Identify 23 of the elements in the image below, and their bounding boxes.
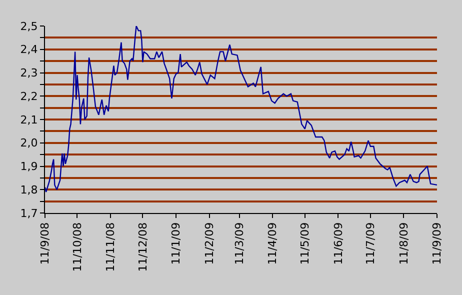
x-tick-label: 11/9/09 <box>430 222 444 265</box>
y-tick-label: 2,1 <box>20 113 38 126</box>
x-tick-label: 11/2/09 <box>202 222 216 265</box>
y-tick-label: 2,0 <box>20 136 38 150</box>
x-tick-label: 11/8/09 <box>397 222 410 265</box>
x-tick-label: 11/3/09 <box>232 222 246 265</box>
x-tick-label: 11/5/09 <box>298 222 312 265</box>
x-tick-label: 11/7/09 <box>364 222 377 265</box>
x-tick-label: 11/10/08 <box>70 222 84 272</box>
line-series <box>45 26 437 193</box>
x-tick-label: 11/4/09 <box>266 222 280 265</box>
x-tick-label: 11/12/08 <box>136 222 150 272</box>
x-tick-label: 11/1/09 <box>170 222 183 265</box>
y-tick-label: 1,8 <box>20 183 38 196</box>
x-tick-label: 11/6/09 <box>332 222 345 265</box>
y-tick-label: 2,4 <box>20 43 38 56</box>
y-tick-label: 1,9 <box>20 160 38 174</box>
y-tick-label: 2,3 <box>20 66 38 80</box>
x-tick-label: 11/11/08 <box>104 222 118 272</box>
y-tick-label: 1,7 <box>20 206 38 220</box>
y-tick-label: 2,5 <box>20 20 38 33</box>
y-tick-label: 2,2 <box>20 90 38 103</box>
x-tick-label: 11/9/08 <box>38 222 52 265</box>
